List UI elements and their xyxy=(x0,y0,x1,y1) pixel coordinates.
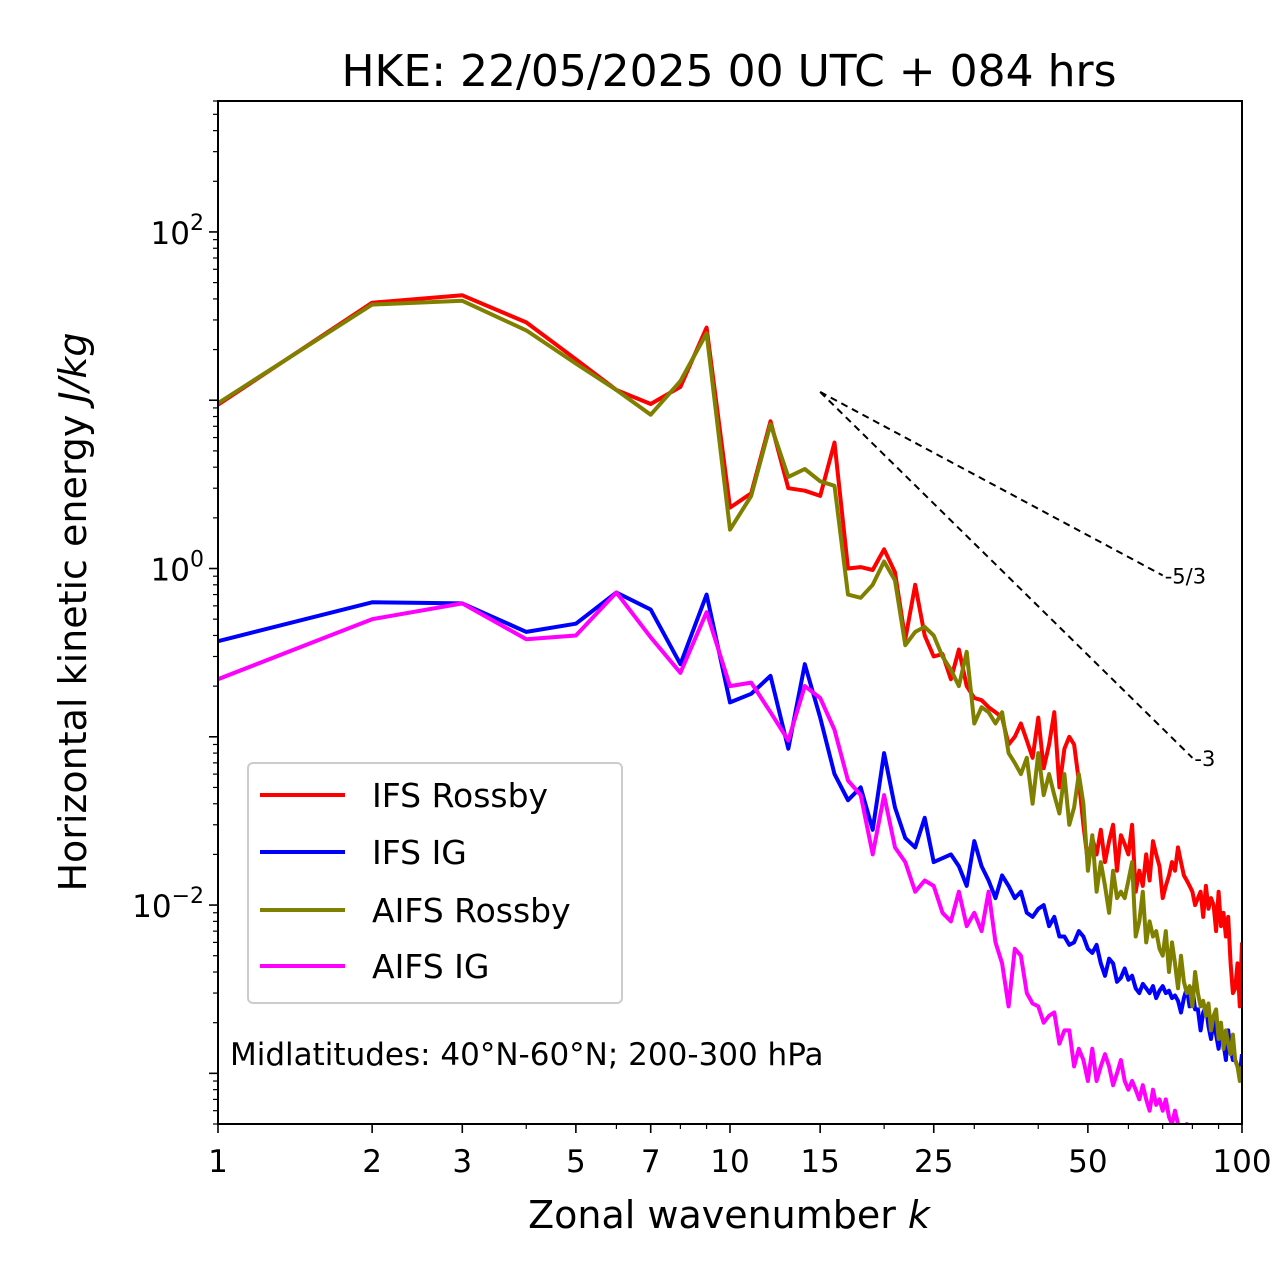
y-tick-exponent: 0 xyxy=(190,548,204,573)
y-tick-exponent: −2 xyxy=(172,884,204,909)
legend-label: AIFS IG xyxy=(372,947,489,986)
legend-label: IFS Rossby xyxy=(372,776,548,815)
series-line-2 xyxy=(218,298,1242,1083)
x-axis-label-var: k xyxy=(908,1193,932,1237)
y-axis-label-text: Horizontal kinetic energy xyxy=(51,415,95,892)
y-tick-label: 100 xyxy=(151,548,204,589)
x-tick-label: 3 xyxy=(452,1144,472,1180)
x-tick-label: 1 xyxy=(208,1144,228,1180)
x-tick-label: 2 xyxy=(362,1144,382,1180)
y-tick-base: 10 xyxy=(132,889,171,925)
x-tick-label: 7 xyxy=(641,1144,661,1180)
x-tick-label: 5 xyxy=(566,1144,586,1180)
legend-label: IFS IG xyxy=(372,833,467,872)
x-axis-label-text: Zonal wavenumber xyxy=(528,1193,896,1237)
y-tick-exponent: 2 xyxy=(190,211,204,236)
reference-slope-line xyxy=(819,391,1194,759)
chart-title: HKE: 22/05/2025 00 UTC + 084 hrs xyxy=(341,46,1116,97)
reference-slope-label: -5/3 xyxy=(1165,564,1206,588)
series-line-3 xyxy=(218,590,1189,1124)
x-tick-label: 25 xyxy=(914,1144,953,1180)
y-axis-label-unit: J/kg xyxy=(51,332,95,409)
x-tick-label: 50 xyxy=(1068,1144,1107,1180)
legend-label: AIFS Rossby xyxy=(372,891,571,930)
reference-slopes xyxy=(819,391,1194,759)
series-lines xyxy=(218,293,1242,1124)
legend-box xyxy=(247,762,623,1004)
series-line-1 xyxy=(218,590,1242,1076)
reference-slope-label: -3 xyxy=(1194,747,1215,771)
x-tick-label: 10 xyxy=(710,1144,749,1180)
y-tick-base: 10 xyxy=(151,216,190,252)
y-tick-base: 10 xyxy=(151,553,190,589)
reference-slope-line xyxy=(819,391,1164,577)
region-annotation: Midlatitudes: 40°N-60°N; 200-300 hPa xyxy=(230,1037,824,1073)
x-tick-label: 100 xyxy=(1212,1144,1271,1180)
x-tick-label: 15 xyxy=(800,1144,839,1180)
plot-frame xyxy=(217,100,1243,1125)
y-tick-label: 102 xyxy=(151,211,204,252)
legend: IFS Rossby IFS IG AIFS Rossby AIFS IG xyxy=(247,762,623,1004)
y-axis-label: Horizontal kinetic energy J/kg xyxy=(51,332,95,891)
x-axis-label: Zonal wavenumber k xyxy=(528,1193,932,1237)
y-tick-label: 10−2 xyxy=(132,884,204,925)
